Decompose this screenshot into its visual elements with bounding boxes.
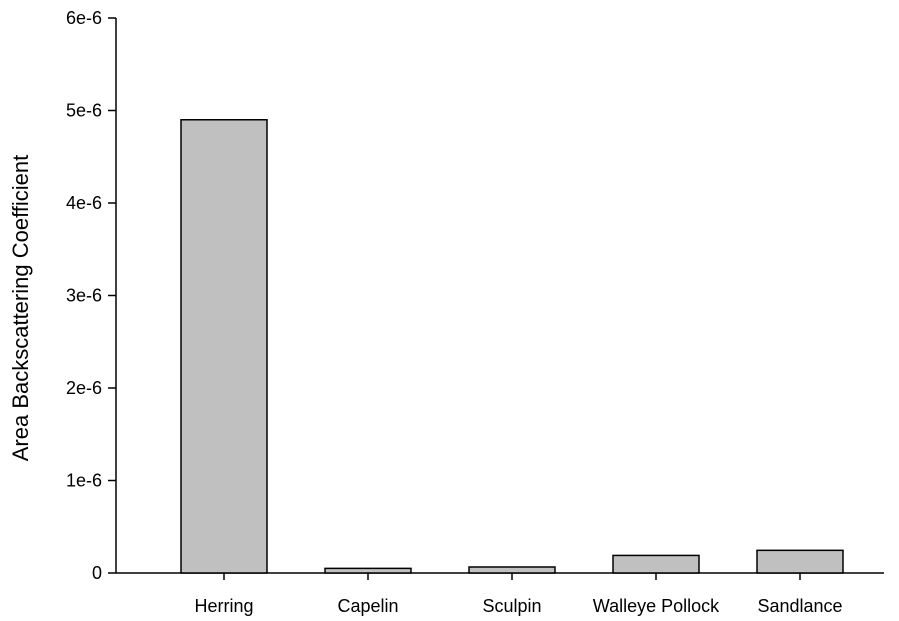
- bar-capelin: [324, 567, 412, 574]
- x-tick-label: Walleye Pollock: [593, 596, 720, 616]
- x-ticks: Herring Capelin Sculpin Walleye Pollock Sand…: [194, 573, 843, 616]
- y-tick-label: 4e-6: [66, 193, 102, 213]
- x-tick-label: Sandlance: [757, 596, 842, 616]
- y-tick-label: 6e-6: [66, 8, 102, 28]
- bars: [180, 119, 844, 574]
- x-tick-label: Sculpin: [482, 596, 541, 616]
- bar-herring: [180, 119, 268, 574]
- bar-walleye-pollock: [612, 554, 700, 574]
- y-axis-title: Area Backscattering Coefficient: [8, 155, 33, 462]
- y-tick-label: 1e-6: [66, 471, 102, 491]
- y-ticks: 0 1e-6 2e-6 3e-6 4e-6 5e-6 6e-6: [66, 8, 116, 583]
- y-tick-label: 2e-6: [66, 378, 102, 398]
- x-tick-label: Capelin: [337, 596, 398, 616]
- x-tick-label: Herring: [194, 596, 253, 616]
- y-tick-label: 5e-6: [66, 101, 102, 121]
- bar-sandlance: [756, 549, 844, 574]
- y-tick-label: 3e-6: [66, 286, 102, 306]
- bar-sculpin: [468, 566, 556, 574]
- y-tick-label: 0: [92, 563, 102, 583]
